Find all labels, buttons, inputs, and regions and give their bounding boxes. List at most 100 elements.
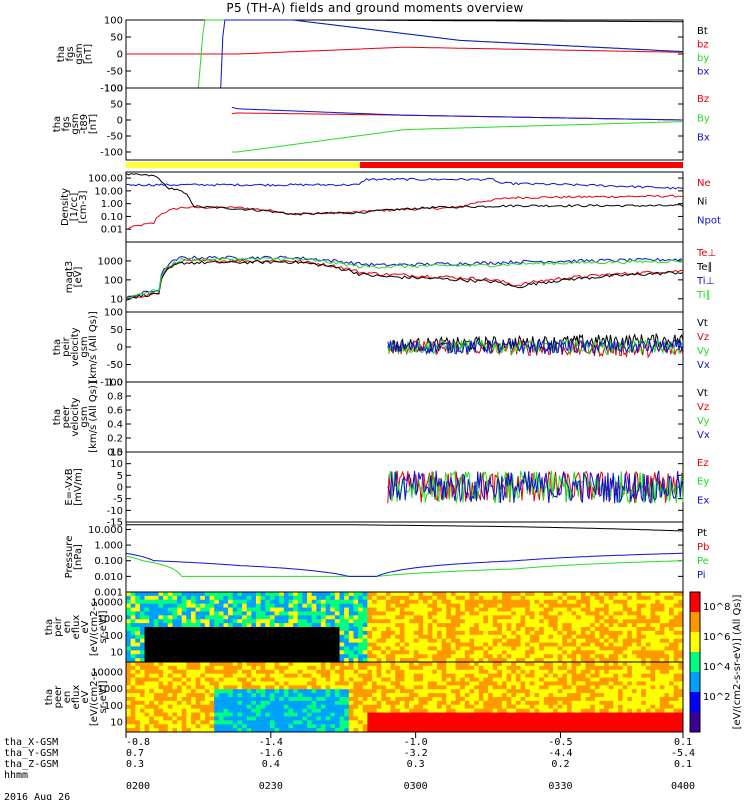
heatmap-cell bbox=[650, 607, 656, 612]
heatmap-cell bbox=[302, 619, 308, 624]
heatmap-cell bbox=[153, 712, 159, 717]
heatmap-cell bbox=[251, 634, 257, 640]
heatmap-cell bbox=[311, 712, 317, 717]
heatmap-cell bbox=[423, 638, 429, 644]
heatmap-cell bbox=[255, 716, 262, 721]
heatmap-cell bbox=[613, 650, 619, 655]
heatmap-cell bbox=[423, 630, 429, 636]
heatmap-cell bbox=[246, 704, 252, 710]
heatmap-cell bbox=[464, 685, 470, 690]
heatmap-cell bbox=[427, 665, 433, 671]
heatmap-cell bbox=[283, 681, 289, 686]
heatmap-cell bbox=[460, 634, 466, 640]
heatmap-cell bbox=[344, 716, 350, 721]
heatmap-cell bbox=[413, 650, 419, 655]
heatmap-cell bbox=[455, 681, 461, 686]
heatmap-cell bbox=[641, 681, 647, 686]
heatmap-cell bbox=[362, 650, 368, 655]
heatmap-cell bbox=[441, 592, 447, 597]
heatmap-cell bbox=[627, 650, 633, 655]
heatmap-cell bbox=[330, 677, 336, 682]
heatmap-cell bbox=[645, 603, 652, 609]
heatmap-cell bbox=[543, 708, 549, 714]
heatmap-cell bbox=[376, 638, 382, 644]
heatmap-cell bbox=[200, 724, 206, 729]
heatmap-cell bbox=[316, 592, 322, 597]
heatmap-cell bbox=[195, 654, 201, 659]
heatmap-cell bbox=[288, 627, 294, 632]
heatmap-cell bbox=[501, 634, 508, 640]
heatmap-cell bbox=[469, 599, 475, 605]
heatmap-cell bbox=[172, 712, 178, 717]
heatmap-cell bbox=[311, 595, 317, 601]
heatmap-cell bbox=[483, 697, 489, 702]
heatmap-cell bbox=[413, 654, 419, 659]
heatmap-cell bbox=[297, 615, 303, 620]
heatmap-cell bbox=[594, 627, 600, 632]
heatmap-cell bbox=[274, 669, 280, 675]
heatmap-cell bbox=[659, 603, 665, 609]
heatmap-cell bbox=[553, 615, 559, 620]
heatmap-cell bbox=[548, 599, 554, 605]
heatmap-cell bbox=[320, 681, 327, 686]
heatmap-cell bbox=[228, 662, 234, 667]
heatmap-cell bbox=[228, 654, 234, 659]
heatmap-cell bbox=[404, 611, 410, 616]
heatmap-cell bbox=[423, 704, 429, 710]
heatmap-cell bbox=[492, 592, 498, 597]
heatmap-cell bbox=[339, 599, 345, 605]
heatmap-cell bbox=[460, 720, 466, 725]
heatmap-cell bbox=[418, 627, 424, 632]
heatmap-cell bbox=[655, 595, 661, 601]
heatmap-cell bbox=[436, 592, 443, 597]
heatmap-cell bbox=[126, 642, 132, 647]
panel-peer-spectrogram bbox=[125, 661, 684, 733]
heatmap-cell bbox=[302, 650, 308, 655]
heatmap-cell bbox=[181, 646, 187, 651]
heatmap-cell bbox=[190, 665, 197, 671]
heatmap-cell bbox=[376, 673, 382, 679]
heatmap-cell bbox=[488, 638, 494, 644]
heatmap-cell bbox=[242, 638, 248, 644]
heatmap-cell bbox=[655, 619, 661, 624]
heatmap-cell bbox=[395, 665, 401, 671]
heatmap-cell bbox=[492, 673, 498, 679]
heatmap-cell bbox=[204, 634, 211, 640]
heatmap-cell bbox=[599, 708, 605, 714]
heatmap-cell bbox=[330, 627, 336, 632]
heatmap-cell bbox=[311, 665, 317, 671]
heatmap-cell bbox=[237, 720, 243, 725]
heatmap-cell bbox=[446, 708, 452, 714]
heatmap-cell bbox=[339, 623, 345, 628]
heatmap-cell bbox=[446, 646, 452, 651]
heatmap-cell bbox=[618, 592, 624, 597]
heatmap-cell bbox=[618, 658, 624, 663]
heatmap-cell bbox=[297, 646, 303, 651]
heatmap-cell bbox=[209, 642, 215, 647]
heatmap-cell bbox=[372, 669, 378, 675]
heatmap-cell bbox=[311, 662, 317, 667]
heatmap-cell bbox=[344, 646, 350, 651]
heatmap-cell bbox=[288, 669, 294, 675]
heatmap-cell bbox=[413, 708, 419, 714]
heatmap-cell bbox=[223, 623, 229, 628]
heatmap-cell bbox=[645, 693, 652, 698]
heatmap-cell bbox=[599, 712, 605, 717]
heatmap-cell bbox=[311, 611, 317, 616]
heatmap-cell bbox=[529, 712, 535, 717]
heatmap-cell bbox=[260, 704, 266, 710]
heatmap-cell bbox=[218, 611, 224, 616]
heatmap-cell bbox=[181, 650, 187, 655]
heatmap-cell bbox=[599, 630, 605, 636]
heatmap-cell bbox=[673, 611, 679, 616]
heatmap-cell bbox=[474, 650, 480, 655]
heatmap-cell bbox=[678, 642, 684, 647]
heatmap-cell bbox=[274, 665, 280, 671]
heatmap-cell bbox=[135, 681, 141, 686]
heatmap-cell bbox=[167, 634, 173, 640]
heatmap-cell bbox=[492, 720, 498, 725]
heatmap-cell bbox=[279, 592, 285, 597]
heatmap-cell bbox=[288, 654, 294, 659]
heatmap-cell bbox=[557, 611, 563, 616]
heatmap-cell bbox=[418, 712, 424, 717]
